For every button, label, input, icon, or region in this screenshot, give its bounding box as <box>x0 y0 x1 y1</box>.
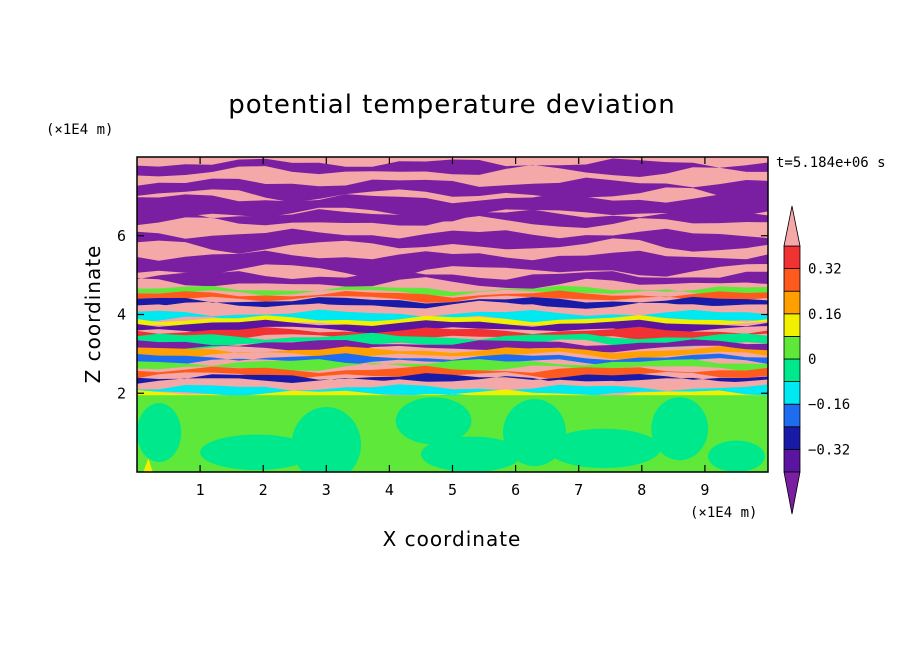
lower-layer <box>137 395 768 472</box>
mixed-stripe <box>137 346 768 360</box>
y-unit-label: (×1E4 m) <box>46 122 113 138</box>
y-tick-label: 6 <box>117 227 126 245</box>
colorbar-tick-label: 0.32 <box>808 262 842 278</box>
colorbar-box <box>783 448 801 473</box>
colorbar-box <box>783 268 801 292</box>
lower-eddy <box>708 440 765 472</box>
lower-warm-spot <box>143 458 153 472</box>
mixed-stripe <box>137 359 768 372</box>
purple-band <box>137 209 768 228</box>
purple-band <box>137 228 768 254</box>
x-tick-label: 9 <box>700 481 709 499</box>
lower-eddy <box>395 397 472 445</box>
mixed-stripe <box>137 290 768 303</box>
purple-band <box>137 270 768 289</box>
purple-band <box>137 193 768 222</box>
mixed-layer <box>137 285 768 402</box>
x-axis-label: X coordinate <box>383 527 522 551</box>
plot-area <box>137 157 768 472</box>
colorbar-box <box>783 381 801 405</box>
colorbar-box <box>783 290 801 315</box>
y-axis: 2 4 6 <box>117 227 768 402</box>
x-tick-label: 8 <box>637 481 646 499</box>
lower-eddy <box>651 397 709 461</box>
colorbar-box <box>783 335 801 360</box>
colorbar-tick-label: −0.16 <box>808 397 850 413</box>
x-tick-label: 5 <box>448 481 457 499</box>
colorbar-box <box>783 403 801 428</box>
y-tick-label: 2 <box>117 384 126 402</box>
colorbar-min-arrow <box>783 471 801 515</box>
lower-eddy <box>291 407 361 472</box>
mixed-stripe <box>137 319 768 335</box>
colorbar-tick-label: 0 <box>808 352 816 368</box>
x-tick-label: 6 <box>511 481 520 499</box>
x-tick-label: 4 <box>385 481 394 499</box>
chart-title: potential temperature deviation <box>228 90 675 120</box>
mixed-stripe <box>137 296 768 309</box>
x-tick-label: 2 <box>259 481 268 499</box>
mixed-stripe <box>137 285 768 297</box>
purple-band <box>137 177 768 203</box>
x-unit-label: (×1E4 m) <box>690 505 757 521</box>
y-axis-label: Z coordinate <box>81 245 105 384</box>
colorbar-max-arrow <box>783 205 801 247</box>
purple-band <box>137 250 768 280</box>
colorbar-tick-label: 0.16 <box>808 307 842 323</box>
x-tick-label: 1 <box>196 481 205 499</box>
upper-bands <box>137 158 768 289</box>
colorbar-box <box>783 313 801 337</box>
x-axis: 1 2 3 4 5 6 7 8 9 <box>196 157 709 499</box>
colorbar-box <box>783 426 801 450</box>
x-tick-label: 3 <box>322 481 331 499</box>
mixed-stripe <box>137 379 768 394</box>
purple-band <box>137 158 768 177</box>
colorbar-box <box>783 245 801 270</box>
mixed-stripe <box>137 389 768 402</box>
colorbar: 0.32 0.16 0 −0.16 −0.32 <box>783 205 850 515</box>
mixed-stripe <box>137 326 768 343</box>
lower-eddy <box>137 403 182 463</box>
colorbar-tick-label: −0.32 <box>808 442 850 458</box>
x-tick-label: 7 <box>574 481 583 499</box>
lower-eddy <box>200 434 314 471</box>
colorbar-box <box>783 358 801 383</box>
y-tick-label: 4 <box>117 306 126 324</box>
time-label: t=5.184e+06 s <box>776 155 886 171</box>
lower-eddy <box>547 428 661 469</box>
mixed-stripe <box>137 332 768 350</box>
lower-eddy <box>420 436 522 472</box>
